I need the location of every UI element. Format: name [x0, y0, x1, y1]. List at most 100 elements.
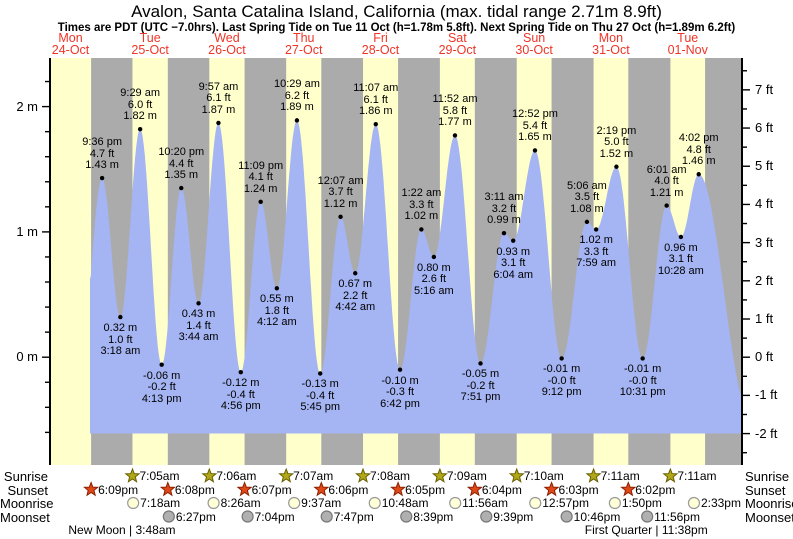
tide-label-low: 0.67 m 2.2 ft 4:42 am: [335, 278, 376, 314]
sunset-star-icon: [313, 481, 330, 497]
tide-extreme-dot: [137, 126, 143, 132]
tide-extreme-dot: [338, 214, 343, 220]
tide-extreme-dot: [696, 172, 701, 177]
moonrise-time: 12:57pm: [542, 496, 589, 510]
tide-label-low: 0.55 m 1.8 ft 4:12 am: [256, 293, 297, 329]
tide-label-high: 1:22 am 3.3 ft 1.02 m: [401, 187, 442, 223]
moonset-time: 11:56pm: [654, 509, 700, 524]
tide-extreme-dot: [559, 356, 564, 361]
day-date-label: 01-Nov: [667, 43, 708, 57]
sunrise-star-icon: [431, 467, 448, 483]
right-axis-tick-label: 4 ft: [755, 196, 774, 212]
tide-label-low: 0.32 m 1.0 ft 3:18 am: [100, 322, 141, 358]
tide-label-low: -0.06 m -0.2 ft 4:13 pm: [141, 369, 182, 405]
tide-extreme-dot: [664, 203, 669, 208]
tide-extreme-dot: [640, 356, 645, 361]
right-axis-tick-label: -1 ft: [755, 387, 778, 403]
moonrise-time: 9:37am: [301, 496, 342, 510]
sunrise-star-icon: [201, 467, 218, 483]
sunset-star-icon: [83, 481, 100, 497]
sunrise-star-icon: [124, 467, 141, 483]
chart-subtitle: Times are PDT (UTC −7.0hrs). Last Spring…: [57, 22, 736, 34]
day-name-label: Mon: [598, 31, 624, 45]
right-axis-tick-label: 0 ft: [755, 349, 774, 365]
tide-extreme-dot: [614, 164, 619, 169]
tide-label-high: 2:19 pm 5.0 ft 1.52 m: [596, 124, 637, 160]
tide-label-low: -0.05 m -0.2 ft 7:51 pm: [460, 368, 501, 404]
tide-label-high: 6:01 am 4.0 ft 1.21 m: [646, 163, 687, 199]
tide-label-high: 11:07 am 6.1 ft 1.86 m: [353, 82, 399, 118]
moonset-time: 6:27pm: [175, 509, 216, 524]
tide-extreme-dot: [258, 199, 263, 205]
tide-label-high: 10:20 pm 4.4 ft 1.35 m: [158, 146, 205, 182]
moonrise-time: 2:33pm: [700, 496, 741, 510]
tide-extreme-dot: [593, 227, 599, 232]
tide-label-high: 12:07 am 3.7 ft 1.12 m: [317, 174, 364, 210]
moonrise-circle-icon: [127, 496, 140, 510]
moonset-circle-icon: [162, 510, 175, 523]
sunset-time: 6:06pm: [328, 482, 369, 497]
sunset-time: 6:09pm: [98, 482, 139, 497]
tide-extreme-dot: [353, 271, 358, 276]
tide-extreme-dot: [373, 121, 378, 127]
tide-extreme-dot: [179, 185, 184, 191]
day-date-label: 26-Oct: [208, 43, 246, 57]
sunrise-time: 7:06am: [216, 469, 257, 483]
sunset-time: 6:02pm: [635, 482, 676, 497]
moonrise-circle-icon: [368, 496, 381, 510]
sunset-star-icon: [620, 481, 637, 497]
moonrise-time: 7:18am: [140, 496, 181, 510]
tide-label-low: 1.02 m 3.3 ft 7:59 am: [576, 234, 617, 270]
sunrise-time: 7:11am: [600, 469, 640, 483]
moonrise-circle-icon: [207, 496, 220, 510]
moonrise-time: 8:26am: [220, 496, 261, 510]
tide-extreme-dot: [419, 227, 424, 232]
right-axis-tick-label: 2 ft: [755, 272, 774, 288]
day-date-label: 27-Oct: [284, 43, 323, 57]
tide-label-low: -0.13 m -0.4 ft 5:45 pm: [300, 378, 341, 414]
tide-extreme-dot: [99, 175, 105, 181]
sunset-star-icon: [159, 481, 176, 497]
tide-extreme-dot: [584, 219, 590, 225]
sunrise-row-label-left: Sunrise: [3, 469, 48, 484]
tide-extreme-dot: [478, 361, 483, 366]
moonrise-circle-icon: [449, 496, 462, 510]
sunset-time: 6:05pm: [405, 482, 446, 497]
tide-label-high: 4:02 pm 4.8 ft 1.46 m: [678, 132, 719, 168]
tide-label-high: 11:52 am 5.8 ft 1.77 m: [432, 93, 478, 129]
tide-label-low: -0.10 m -0.3 ft 6:42 pm: [380, 374, 420, 410]
moonset-time: 9:39pm: [493, 509, 534, 524]
sunrise-time: 7:08am: [370, 469, 411, 483]
moonrise-circle-icon: [288, 496, 301, 510]
tide-extreme-dot: [431, 254, 437, 260]
moonset-circle-icon: [641, 510, 654, 523]
sunset-star-icon: [543, 481, 560, 497]
sunrise-star-icon: [662, 467, 679, 483]
day-name-label: Sat: [447, 31, 467, 45]
moonset-row-label-left: Moonset: [0, 510, 50, 525]
tide-extreme-dot: [159, 362, 164, 367]
moonset-time: 10:46pm: [573, 509, 621, 524]
tide-label-low: 0.43 m 1.4 ft 3:44 am: [178, 308, 219, 344]
tide-extreme-dot: [532, 148, 538, 153]
tide-label-high: 10:29 am 6.2 ft 1.89 m: [274, 78, 320, 114]
moonset-circle-icon: [241, 510, 254, 523]
sunrise-time: 7:07am: [293, 469, 334, 483]
tide-extreme-dot: [294, 118, 300, 123]
day-name-label: Tue: [677, 31, 699, 45]
tide-extreme-dot: [501, 230, 507, 236]
moonrise-circle-icon: [687, 496, 701, 510]
tide-label-high: 9:36 pm 4.7 ft 1.43 m: [82, 136, 122, 172]
right-axis-tick-label: 5 ft: [755, 158, 774, 174]
tide-curve-area: [90, 120, 742, 434]
day-date-label: 28-Oct: [361, 43, 400, 57]
daylight-band: [50, 58, 92, 465]
sunset-row-label-left: Sunset: [7, 483, 48, 498]
day-name-label: Sun: [523, 31, 546, 45]
moonset-circle-icon: [560, 510, 573, 523]
day-date-label: 25-Oct: [131, 43, 169, 57]
day-name-label: Fri: [373, 31, 388, 45]
right-axis-tick-label: 7 ft: [755, 81, 774, 97]
sunset-time: 6:04pm: [481, 482, 522, 497]
day-date-label: 29-Oct: [438, 43, 477, 57]
